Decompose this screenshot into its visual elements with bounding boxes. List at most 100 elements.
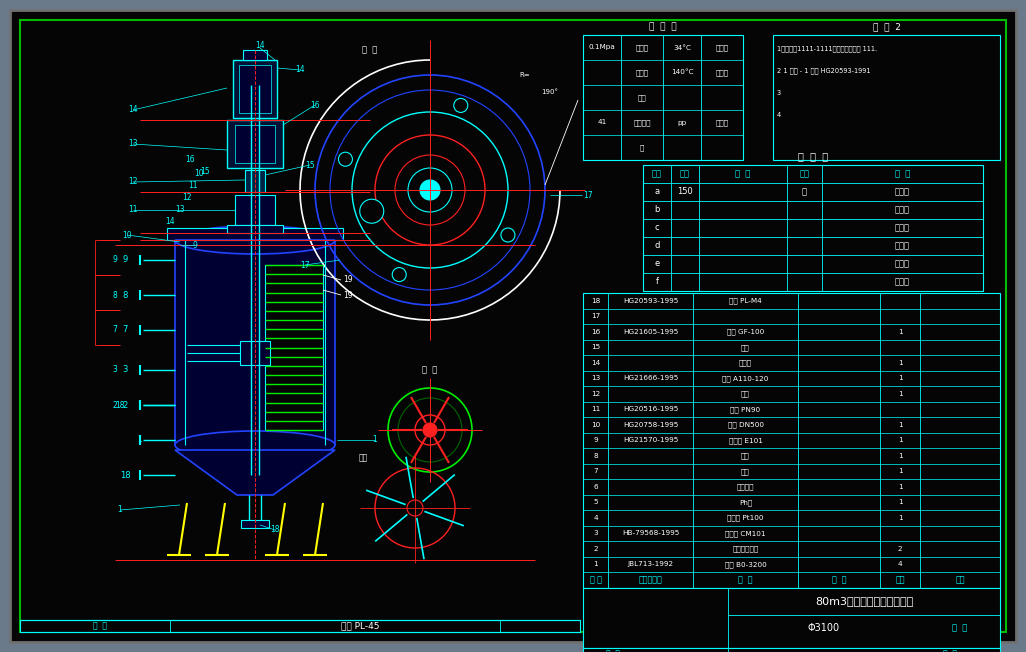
Text: 排气口: 排气口 <box>895 205 910 215</box>
Text: 1: 1 <box>898 499 902 505</box>
Text: pp: pp <box>677 119 686 125</box>
Text: 2: 2 <box>593 546 598 552</box>
Text: Ph计: Ph计 <box>739 499 752 505</box>
Text: 4: 4 <box>593 514 598 521</box>
Text: 3: 3 <box>122 366 127 374</box>
Text: 9: 9 <box>593 437 598 443</box>
Text: 1: 1 <box>898 514 902 521</box>
Bar <box>583 587 1000 647</box>
Text: 制  图: 制 图 <box>606 649 620 652</box>
Text: 材  料: 材 料 <box>832 575 846 584</box>
Bar <box>241 520 269 528</box>
Ellipse shape <box>175 226 336 254</box>
Text: 41: 41 <box>597 119 606 125</box>
Text: 12: 12 <box>128 177 137 186</box>
Text: 80m3通风搞拌发酵罐装配图: 80m3通风搞拌发酵罐装配图 <box>815 596 913 606</box>
Bar <box>643 165 983 291</box>
Text: HG21605-1995: HG21605-1995 <box>623 329 678 334</box>
Text: 介质: 介质 <box>637 94 646 101</box>
Text: 1: 1 <box>118 505 122 514</box>
Text: 8: 8 <box>593 452 598 459</box>
Ellipse shape <box>175 431 336 459</box>
Bar <box>583 293 1000 587</box>
Circle shape <box>339 152 352 166</box>
Text: 1: 1 <box>898 360 902 366</box>
Text: 腾将系数: 腾将系数 <box>633 119 650 126</box>
Text: 设计温: 设计温 <box>715 69 728 76</box>
Circle shape <box>420 180 440 200</box>
Text: 17: 17 <box>583 190 593 200</box>
Text: 10: 10 <box>194 170 204 179</box>
Text: 射头: 射头 <box>741 344 750 351</box>
Text: 名  称: 名 称 <box>739 575 753 584</box>
Text: 0.1Mpa: 0.1Mpa <box>589 44 616 50</box>
Text: 图  号: 图 号 <box>93 621 107 630</box>
Text: 150: 150 <box>677 188 693 196</box>
Text: 1: 1 <box>898 329 902 334</box>
Text: HB-79568-1995: HB-79568-1995 <box>622 530 679 536</box>
Text: 8: 8 <box>113 291 117 299</box>
Text: 14: 14 <box>128 106 137 115</box>
Text: 备  注  2: 备 注 2 <box>872 23 901 31</box>
Circle shape <box>392 267 406 282</box>
Text: 名  称: 名 称 <box>895 170 910 179</box>
Text: 7: 7 <box>122 325 127 334</box>
Text: 图号标准号: 图号标准号 <box>638 575 663 584</box>
Text: 1: 1 <box>898 437 902 443</box>
Text: 34°C: 34°C <box>673 44 690 50</box>
Text: 16: 16 <box>310 100 320 110</box>
Text: 9: 9 <box>122 256 127 265</box>
Bar <box>243 50 267 60</box>
Text: 工作温: 工作温 <box>715 44 728 51</box>
Text: 面: 面 <box>802 188 807 196</box>
Text: 消泡剂: 消泡剂 <box>715 119 728 126</box>
Text: 工作压: 工作压 <box>635 44 648 51</box>
Text: 1: 1 <box>898 468 902 474</box>
Text: 19: 19 <box>343 291 353 299</box>
Text: 备注: 备注 <box>955 575 964 584</box>
Text: 16: 16 <box>591 329 600 334</box>
Bar <box>227 225 283 233</box>
Circle shape <box>423 423 437 437</box>
Text: 1: 1 <box>898 484 902 490</box>
Text: 俯  视: 俯 视 <box>423 366 438 374</box>
Bar <box>240 341 270 364</box>
Text: 1: 1 <box>898 376 902 381</box>
Text: 法兰 PL-45: 法兰 PL-45 <box>341 621 380 630</box>
Circle shape <box>360 200 384 223</box>
Text: HG21666-1995: HG21666-1995 <box>623 376 678 381</box>
Text: 7: 7 <box>593 468 598 474</box>
Text: 18: 18 <box>591 298 600 304</box>
Text: c: c <box>655 224 660 233</box>
Text: b: b <box>655 205 660 215</box>
Bar <box>583 35 743 160</box>
Text: 比  例: 比 例 <box>943 649 957 652</box>
Text: 媒: 媒 <box>640 144 644 151</box>
Text: 温度计 Pt100: 温度计 Pt100 <box>727 514 763 521</box>
Text: a: a <box>655 188 660 196</box>
Text: 6: 6 <box>593 484 598 490</box>
Text: 12: 12 <box>591 391 600 397</box>
Bar <box>227 120 283 168</box>
Bar <box>265 265 323 430</box>
Text: 11: 11 <box>188 181 198 190</box>
Text: 9: 9 <box>113 256 117 265</box>
Text: 俯视: 俯视 <box>358 454 367 462</box>
Text: 人孔 DN500: 人孔 DN500 <box>727 421 763 428</box>
Text: 支座 B0-3200: 支座 B0-3200 <box>724 561 766 567</box>
Text: 法兰 PL-M4: 法兰 PL-M4 <box>729 297 762 304</box>
Bar <box>773 35 1000 160</box>
Bar <box>245 170 265 192</box>
Text: 1: 1 <box>372 436 378 445</box>
Circle shape <box>453 98 468 112</box>
Text: Φ3100: Φ3100 <box>807 623 839 632</box>
Text: 机封 A110-120: 机封 A110-120 <box>722 375 768 381</box>
Text: 1: 1 <box>898 452 902 459</box>
Text: 8: 8 <box>122 291 127 299</box>
Text: 比  例: 比 例 <box>952 623 968 632</box>
Text: 4: 4 <box>777 112 781 118</box>
Bar <box>235 195 275 225</box>
Text: HG21570-1995: HG21570-1995 <box>623 437 678 443</box>
Text: 18: 18 <box>115 400 125 409</box>
Text: 15: 15 <box>591 344 600 350</box>
